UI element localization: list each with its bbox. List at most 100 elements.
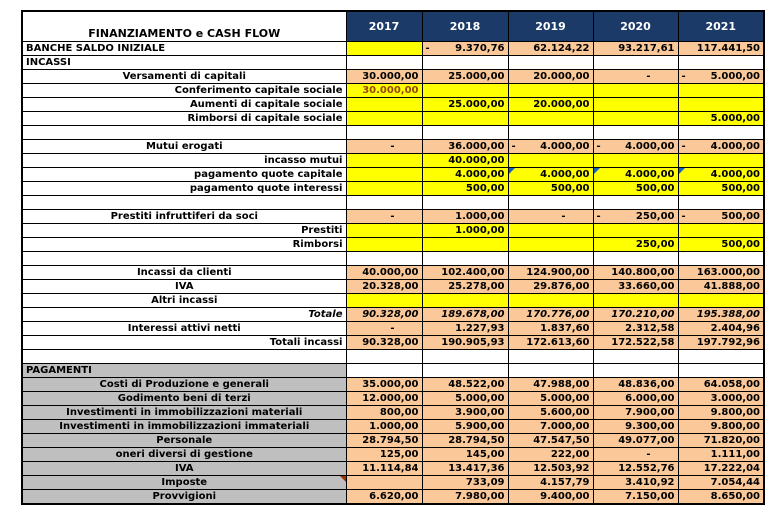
cell-2020[interactable]: 49.077,00 (592, 433, 679, 448)
cell-2020[interactable]: 250,00 (592, 237, 679, 252)
cell-2021[interactable]: 2.404,96 (677, 321, 765, 336)
cell-2019[interactable] (507, 237, 594, 252)
cell-2021[interactable]: 7.054,44 (677, 475, 765, 490)
cell-2017[interactable] (345, 153, 423, 168)
cell-2017[interactable]: 125,00 (345, 447, 423, 462)
cell-2018[interactable] (421, 83, 509, 98)
cell-2017[interactable] (345, 167, 423, 182)
cell-2018[interactable]: 145,00 (421, 447, 509, 462)
cell-2021[interactable]: 195.388,00 (677, 307, 765, 322)
cell-2019[interactable]: 4.157,79 (507, 475, 594, 490)
cell-2021[interactable]: 71.820,00 (677, 433, 765, 448)
cell-2018[interactable]: 733,09 (421, 475, 509, 490)
cell-2021[interactable] (677, 293, 765, 308)
cell-2021[interactable]: 163.000,00 (677, 265, 765, 280)
cell-2021[interactable]: 3.000,00 (677, 391, 765, 406)
cell-2018[interactable] (421, 237, 509, 252)
cell-2018[interactable]: 28.794,50 (421, 433, 509, 448)
cell-2021[interactable] (677, 153, 765, 168)
cell-2017[interactable]: 28.794,50 (345, 433, 423, 448)
cell-2018[interactable]: 3.900,00 (421, 405, 509, 420)
cell-2020[interactable]: 48.836,00 (592, 377, 679, 392)
cell-2020[interactable]: 12.552,76 (592, 461, 679, 476)
cell-2018[interactable]: 48.522,00 (421, 377, 509, 392)
cell-2020[interactable]: -250,00 (592, 209, 679, 224)
cell-2017[interactable]: - (345, 321, 423, 336)
cell-2019[interactable]: 20.000,00 (507, 69, 594, 84)
cell-2021[interactable] (677, 97, 765, 112)
cell-2019[interactable]: 124.900,00 (507, 265, 594, 280)
cell-2017[interactable]: 90.328,00 (345, 307, 423, 322)
cell-2019[interactable] (507, 153, 594, 168)
cell-2020[interactable]: 7.150,00 (592, 489, 679, 505)
cell-2020[interactable]: 7.900,00 (592, 405, 679, 420)
cell-2017[interactable]: 30.000,00 (345, 83, 423, 98)
cell-2017[interactable] (345, 41, 423, 56)
cell-2020[interactable]: 172.522,58 (592, 335, 679, 350)
cell-2020[interactable]: 33.660,00 (592, 279, 679, 294)
cell-2019[interactable]: 5.600,00 (507, 405, 594, 420)
cell-2018[interactable]: 189.678,00 (421, 307, 509, 322)
cell-2017[interactable] (345, 293, 423, 308)
cell-2017[interactable]: 30.000,00 (345, 69, 423, 84)
cell-2018[interactable]: 13.417,36 (421, 461, 509, 476)
cell-2020[interactable]: 500,00 (592, 181, 679, 196)
cell-2018[interactable]: 25.278,00 (421, 279, 509, 294)
cell-2019[interactable]: 5.000,00 (507, 391, 594, 406)
cell-2017[interactable] (345, 181, 423, 196)
cell-2018[interactable]: -9.370,76 (421, 41, 509, 56)
cell-2019[interactable]: 29.876,00 (507, 279, 594, 294)
cell-2019[interactable] (507, 111, 594, 126)
cell-2017[interactable]: 11.114,84 (345, 461, 423, 476)
cell-2018[interactable]: 500,00 (421, 181, 509, 196)
cell-2018[interactable]: 102.400,00 (421, 265, 509, 280)
cell-2018[interactable]: 25.000,00 (421, 97, 509, 112)
cell-2021[interactable]: -4.000,00 (677, 139, 765, 154)
cell-2021[interactable] (677, 223, 765, 238)
cell-2020[interactable]: 3.410,92 (592, 475, 679, 490)
cell-2020[interactable]: 9.300,00 (592, 419, 679, 434)
cell-2018[interactable]: 1.000,00 (421, 223, 509, 238)
cell-2017[interactable]: 800,00 (345, 405, 423, 420)
cell-2017[interactable]: 1.000,00 (345, 419, 423, 434)
cell-2021[interactable] (677, 83, 765, 98)
cell-2021[interactable]: 9.800,00 (677, 405, 765, 420)
cell-2021[interactable]: 500,00 (677, 237, 765, 252)
cell-2021[interactable]: 197.792,96 (677, 335, 765, 350)
cell-2019[interactable]: 1.837,60 (507, 321, 594, 336)
cell-2020[interactable]: -4.000,00 (592, 139, 679, 154)
cell-2017[interactable] (345, 237, 423, 252)
cell-2017[interactable]: 12.000,00 (345, 391, 423, 406)
cell-2018[interactable]: 4.000,00 (421, 167, 509, 182)
cell-2019[interactable]: - (507, 209, 594, 224)
cell-2020[interactable]: 170.210,00 (592, 307, 679, 322)
cell-2019[interactable]: 62.124,22 (507, 41, 594, 56)
cell-2017[interactable] (345, 111, 423, 126)
cell-2019[interactable]: 12.503,92 (507, 461, 594, 476)
cell-2017[interactable]: - (345, 139, 423, 154)
cell-2020[interactable]: 4.000,00 (592, 167, 679, 182)
cell-2019[interactable]: 47.547,50 (507, 433, 594, 448)
cell-2020[interactable] (592, 223, 679, 238)
cell-2018[interactable]: 190.905,93 (421, 335, 509, 350)
cell-2018[interactable]: 5.000,00 (421, 391, 509, 406)
cell-2018[interactable]: 36.000,00 (421, 139, 509, 154)
cell-2019[interactable]: 47.988,00 (507, 377, 594, 392)
cell-2019[interactable]: 172.613,60 (507, 335, 594, 350)
cell-2021[interactable]: 1.111,00 (677, 447, 765, 462)
cell-2021[interactable]: -500,00 (677, 209, 765, 224)
cell-2017[interactable]: 35.000,00 (345, 377, 423, 392)
cell-2019[interactable] (507, 223, 594, 238)
cell-2019[interactable]: 9.400,00 (507, 489, 594, 505)
cell-2018[interactable] (421, 111, 509, 126)
cell-2017[interactable] (345, 223, 423, 238)
cell-2021[interactable]: 5.000,00 (677, 111, 765, 126)
cell-2018[interactable]: 1.227,93 (421, 321, 509, 336)
cell-2021[interactable]: -5.000,00 (677, 69, 765, 84)
cell-2019[interactable] (507, 83, 594, 98)
cell-2017[interactable]: 40.000,00 (345, 265, 423, 280)
cell-2018[interactable]: 25.000,00 (421, 69, 509, 84)
cell-2020[interactable] (592, 83, 679, 98)
cell-2021[interactable]: 17.222,04 (677, 461, 765, 476)
cell-2020[interactable]: 93.217,61 (592, 41, 679, 56)
